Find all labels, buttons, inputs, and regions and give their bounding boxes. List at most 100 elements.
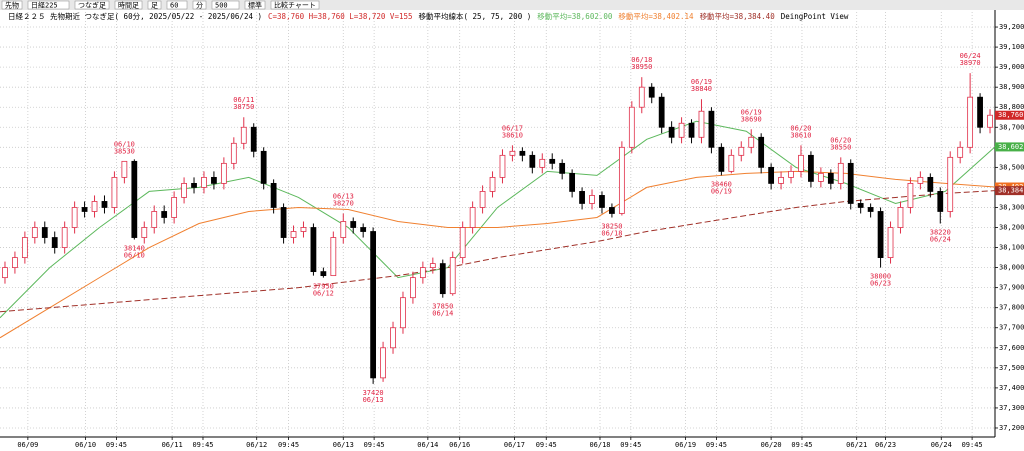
candle-body — [439, 263, 446, 295]
y-tick-label: 37,400 — [999, 384, 1024, 392]
toolbar-button[interactable] — [1, 0, 23, 10]
x-tick-label: 09:45 — [706, 441, 727, 449]
candle-body — [400, 297, 406, 329]
y-tick-label: 38,800 — [999, 103, 1024, 111]
toolbar-bg — [0, 0, 1024, 10]
x-tick-label: 06/24 — [931, 441, 952, 449]
chart-header: 日経２２５ 先物期近 つなぎ足( 60分, 2025/05/22 - 2025/… — [8, 11, 849, 21]
x-tick-label: 06/09 — [17, 441, 38, 449]
y-tick-label: 38,700 — [999, 123, 1024, 131]
y-tick-label: 38,000 — [999, 264, 1024, 272]
candle-body — [91, 201, 98, 212]
candle-body — [270, 183, 277, 208]
candle-body — [957, 146, 964, 158]
candle-body — [847, 162, 854, 204]
candle-body — [877, 211, 884, 258]
candle-body — [559, 162, 566, 174]
x-tick-label: 09:45 — [106, 441, 127, 449]
candle-body — [31, 227, 38, 238]
price-marker-label: 38,602 — [998, 143, 1023, 151]
candle-body — [748, 136, 755, 148]
annotation-date: 06/13 — [363, 396, 384, 404]
candle-body — [798, 154, 804, 172]
candle-body — [131, 160, 138, 238]
toolbar-button[interactable] — [27, 0, 70, 10]
toolbar-label: 500 — [215, 2, 228, 10]
candle-body — [41, 227, 48, 238]
annotation-date: 06/23 — [870, 280, 891, 288]
toolbar-button[interactable] — [166, 0, 188, 10]
x-tick-label: 06/13 — [333, 441, 354, 449]
price-marker-label: 38,760 — [998, 111, 1023, 119]
candle-body — [549, 158, 556, 164]
moving-average-line — [0, 170, 996, 339]
candle-body — [390, 327, 396, 349]
y-tick-label: 37,300 — [999, 404, 1024, 412]
toolbar-button[interactable] — [114, 0, 143, 10]
y-tick-label: 38,900 — [999, 83, 1024, 91]
candle-body — [499, 154, 506, 178]
candle-body — [728, 154, 735, 172]
candle-body — [340, 221, 347, 238]
candle-body — [2, 267, 8, 279]
annotation-date: 06/17 — [502, 124, 523, 132]
x-tick-label: 09:45 — [791, 441, 812, 449]
toolbar-label: 標準 — [248, 1, 262, 10]
candle-body — [917, 176, 924, 184]
y-tick-label: 39,000 — [999, 63, 1024, 71]
candle-body — [599, 195, 605, 208]
annotation-date: 06/11 — [233, 96, 254, 104]
annotation-date: 06/24 — [960, 52, 981, 60]
ohlc-readout: C=38,760 H=38,760 L=38,720 V=155 — [268, 12, 413, 21]
candle-body — [788, 170, 794, 178]
x-tick-label: 06/23 — [875, 441, 896, 449]
candle-body — [509, 150, 516, 156]
candle-body — [171, 197, 178, 218]
annotation-price: 38460 — [711, 180, 732, 188]
toolbar-button[interactable] — [74, 0, 110, 10]
annotation-date: 06/19 — [691, 78, 712, 86]
x-tick-label: 06/14 — [417, 441, 438, 449]
annotation-price: 38950 — [631, 63, 652, 71]
x-tick-label: 09:45 — [192, 441, 213, 449]
candle-body — [668, 126, 675, 138]
y-tick-label: 39,200 — [999, 23, 1024, 31]
candle-body — [429, 263, 436, 269]
toolbar-button[interactable] — [270, 0, 320, 10]
price-marker — [995, 142, 1024, 152]
annotation-price: 38970 — [960, 59, 981, 67]
x-tick-label: 09:45 — [962, 441, 983, 449]
annotation-date: 06/20 — [830, 136, 851, 144]
candle-body — [290, 231, 297, 238]
candle-body — [330, 237, 337, 277]
candle-body — [927, 176, 934, 192]
x-tick-label: 06/18 — [589, 441, 610, 449]
toolbar-button[interactable] — [192, 0, 207, 10]
toolbar-button[interactable] — [147, 0, 162, 10]
annotation-price: 38530 — [114, 147, 135, 155]
candle-body — [250, 126, 257, 152]
candle-body — [410, 277, 416, 299]
annotation-date: 06/19 — [711, 187, 732, 195]
candle-body — [360, 227, 367, 232]
annotation-price: 38550 — [830, 143, 851, 151]
candle-body — [768, 166, 775, 184]
candle-body — [867, 207, 874, 212]
candle-body — [718, 146, 725, 172]
candle-body — [220, 162, 227, 184]
y-tick-label: 37,600 — [999, 344, 1024, 352]
annotation-price: 38610 — [790, 131, 811, 139]
candle-body — [658, 96, 665, 128]
toolbar-button[interactable] — [244, 0, 266, 10]
annotation-price: 38270 — [333, 199, 354, 207]
candle-body — [738, 146, 745, 156]
toolbar-label: 先物 — [5, 1, 19, 10]
toolbar-button[interactable] — [211, 0, 240, 10]
annotation-date: 06/14 — [432, 310, 453, 318]
toolbar-label: 足 — [151, 2, 158, 10]
chart-title: 日経２２５ 先物期近 つなぎ足( 60分, 2025/05/22 - 2025/… — [8, 11, 262, 21]
candle-body — [589, 195, 595, 204]
legend-entry: 移動平均=38,384.40 — [700, 11, 776, 21]
candle-body — [967, 96, 974, 148]
candle-body — [121, 160, 128, 178]
